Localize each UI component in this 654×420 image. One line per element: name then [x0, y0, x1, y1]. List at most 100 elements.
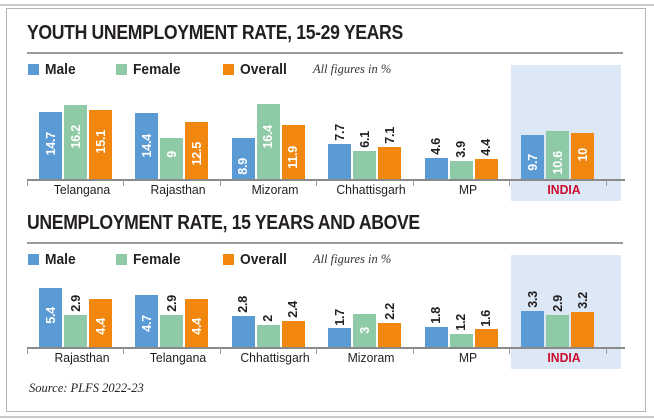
- bar: 3.2: [571, 281, 594, 347]
- legend-item-male-2: Male: [28, 251, 78, 268]
- bar-value-label: 1.8: [428, 307, 443, 325]
- bar-rect: [185, 121, 209, 179]
- bar: 1.6: [474, 281, 498, 347]
- legend-label-female: Female: [133, 61, 181, 78]
- bar: 1.8: [424, 281, 448, 347]
- axis-tick: [123, 348, 125, 354]
- category-label: Telangana: [53, 182, 111, 197]
- bar-rect: [135, 295, 159, 347]
- title-underline: [27, 52, 623, 54]
- bar-rect: [256, 325, 280, 347]
- bar-rect: [521, 310, 544, 347]
- bar: 2.9: [546, 281, 569, 347]
- bar: 2.9: [160, 281, 184, 347]
- bar-value-label: 4.7: [139, 314, 154, 332]
- bar: 14.7: [39, 99, 62, 179]
- bar-rect: [231, 316, 255, 347]
- bar-rect: [546, 130, 569, 179]
- bar: 3.9: [449, 99, 473, 179]
- category-label: Mizoram: [347, 350, 395, 365]
- infographic-frame: YOUTH UNEMPLOYMENT RATE, 15-29 YEARS Mal…: [6, 8, 646, 412]
- bar-value-label: 7.1: [382, 126, 397, 144]
- category-label: Mizoram: [251, 182, 299, 197]
- axis-tick: [412, 180, 414, 186]
- bar-value-label: 14.7: [43, 132, 58, 156]
- legend-label-male-2: Male: [45, 251, 76, 268]
- bar-value-label: 3.3: [525, 290, 540, 308]
- bar-value-label: 9: [164, 151, 179, 158]
- bar-value-label: 12.5: [189, 142, 204, 166]
- category-label: Telangana: [150, 350, 207, 365]
- bar-rect: [378, 322, 402, 347]
- legend-swatch-overall: [223, 64, 235, 75]
- bottom-divider: [0, 416, 654, 418]
- legend-label-overall-2: Overall: [240, 251, 287, 268]
- bar-group: 7.7 6.1 7.1: [328, 99, 403, 179]
- category-label: Chhattisgarh: [336, 182, 406, 197]
- category-label: INDIA: [547, 350, 581, 365]
- bar-rect: [521, 134, 544, 179]
- bar-group: 1.8 1.2 1.6: [424, 281, 500, 347]
- bar-value-label: 10.6: [550, 151, 565, 175]
- legend-label-male: Male: [45, 61, 76, 78]
- source-note: Source: PLFS 2022-23: [29, 381, 144, 395]
- top-divider: [0, 4, 654, 6]
- bar-value-label: 2.9: [68, 295, 83, 313]
- bar-value-label: 16.2: [68, 125, 83, 149]
- bar-group: 3.3 2.9 3.2: [521, 281, 596, 347]
- page-title: YOUTH UNEMPLOYMENT RATE, 15-29 YEARS: [27, 21, 403, 44]
- bar-rect: [135, 113, 159, 179]
- bar-rect: [160, 137, 184, 179]
- bar-rect: [328, 328, 352, 347]
- legend-item-overall: Overall: [223, 61, 291, 78]
- bar-rect: [449, 333, 473, 347]
- legend-swatch-female: [116, 254, 128, 265]
- axis-tick: [219, 180, 221, 186]
- bar: 4.4: [185, 281, 209, 347]
- axis-tick: [27, 180, 28, 186]
- axis-tick: [606, 180, 608, 186]
- bar: 10: [571, 99, 594, 179]
- bar-value-label: 15.1: [93, 130, 108, 154]
- axis-tick: [316, 348, 318, 354]
- bar: 14.4: [135, 99, 159, 179]
- bar-group: 4.7 2.9 4.4: [135, 281, 210, 347]
- bar: 9.7: [521, 99, 544, 179]
- axis-tick: [316, 180, 318, 186]
- bar-value-label: 4.4: [93, 317, 108, 335]
- bar-rect: [474, 329, 498, 347]
- bar: 15.1: [89, 99, 112, 179]
- figures-unit-note: All figures in %: [312, 62, 392, 76]
- bar: 4.4: [474, 99, 498, 179]
- axis-tick: [509, 348, 510, 354]
- legend-item-overall-2: Overall: [223, 251, 291, 268]
- category-label: MP: [458, 350, 477, 365]
- bar-value-label: 4.4: [189, 317, 204, 335]
- bar-rect: [353, 314, 377, 347]
- legend-label-overall: Overall: [240, 61, 287, 78]
- legend-swatch-male: [28, 64, 39, 75]
- bar-value-label: 3.2: [575, 292, 590, 309]
- bar-rect: [449, 161, 473, 179]
- bar-value-label: 5.4: [43, 306, 58, 324]
- bar-value-label: 2: [261, 315, 276, 322]
- bar-value-label: 7.7: [332, 124, 347, 141]
- bar-value-label: 1.7: [332, 308, 347, 326]
- bar: 2.9: [64, 281, 87, 347]
- bar: 8.9: [231, 99, 255, 179]
- section-title-unemployment: UNEMPLOYMENT RATE, 15 YEARS AND ABOVE: [27, 211, 420, 234]
- bar: 5.4: [39, 281, 62, 347]
- bar-rect: [39, 287, 62, 347]
- bar-value-label: 16.4: [261, 124, 276, 149]
- bar-value-label: 14.4: [139, 133, 154, 158]
- bar: 10.6: [546, 99, 569, 179]
- bar-rect: [160, 315, 184, 347]
- category-label: Rajasthan: [150, 182, 206, 197]
- bar: 1.2: [449, 281, 473, 347]
- bar: 2.4: [281, 281, 305, 347]
- bar-rect: [546, 315, 569, 347]
- bar: 2.8: [231, 281, 255, 347]
- bar-rect: [89, 298, 112, 347]
- bar: 4.4: [89, 281, 112, 347]
- bar: 2: [256, 281, 280, 347]
